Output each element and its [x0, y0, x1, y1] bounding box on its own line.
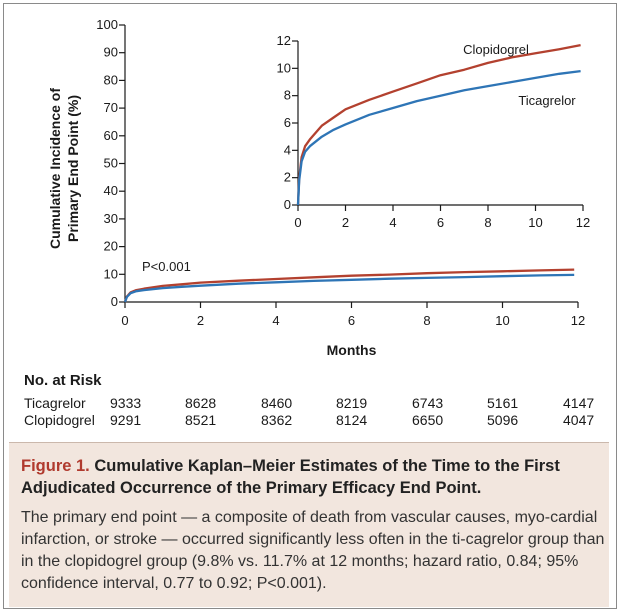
inset-y-tick-label: 4 [284, 142, 291, 157]
risk-row-label-clopidogrel: Clopidogrel [24, 412, 95, 428]
risk-value: 8362 [261, 412, 293, 428]
legend-label-ticagrelor: Ticagrelor [518, 93, 576, 108]
risk-value: 8460 [261, 395, 293, 411]
risk-value: 6650 [412, 412, 444, 428]
inset-series-line-ticagrelor [296, 69, 581, 206]
legend-label-clopidogrel: Clopidogrel [463, 42, 529, 57]
y-axis-title-line: Cumulative Incidence of [47, 88, 63, 249]
figure-frame: 0 10 20 30 40 50 60 70 80 90 100 0 2 4 6 8 10 12 Months Cum… [3, 3, 617, 609]
inset-x-tick-label: 6 [437, 215, 444, 230]
inset-y-tick-label: 6 [284, 115, 291, 130]
inset-x-tick-label: 2 [342, 215, 349, 230]
inset-series-line-clopidogrel [296, 43, 581, 206]
risk-value: 8219 [336, 395, 368, 411]
y-tick-label: 20 [104, 239, 118, 254]
risk-value: 8124 [336, 412, 368, 428]
x-tick-label: 0 [121, 313, 128, 328]
y-axis-title-line: Primary End Point (%) [65, 95, 81, 242]
y-tick-label: 40 [104, 183, 118, 198]
inset-x-tick-label: 8 [484, 215, 491, 230]
risk-value: 6743 [412, 395, 444, 411]
risk-row-label-ticagrelor: Ticagrelor [24, 395, 86, 411]
risk-table-title: No. at Risk [24, 372, 102, 389]
y-tick-label: 60 [104, 128, 118, 143]
caption-title-text: Cumulative Kaplan–Meier Estimates of the… [21, 457, 560, 497]
inset-y-tick-label: 2 [284, 170, 291, 185]
y-axis-title: Cumulative Incidence of Primary End Point… [47, 88, 81, 249]
risk-value: 8521 [185, 412, 217, 428]
x-tick-label: 2 [197, 313, 204, 328]
y-tick-label: 30 [104, 211, 118, 226]
x-tick-label: 10 [495, 313, 509, 328]
x-tick-label: 12 [571, 313, 585, 328]
risk-value: 4047 [563, 412, 595, 428]
risk-value: 9333 [110, 395, 142, 411]
y-tick-label: 50 [104, 156, 118, 171]
inset-x-tick-label: 10 [528, 215, 542, 230]
risk-value: 9291 [110, 412, 142, 428]
y-tick-label: 70 [104, 100, 118, 115]
y-tick-label: 10 [104, 266, 118, 281]
x-tick-label: 8 [423, 313, 430, 328]
x-axis-title: Months [327, 342, 377, 358]
x-tick-label: 4 [272, 313, 279, 328]
inset-x-tick-label: 12 [576, 215, 590, 230]
inset-background [250, 27, 597, 237]
inset-y-tick-label: 12 [277, 33, 291, 48]
risk-value: 5096 [487, 412, 519, 428]
inset-x-tick-label: 0 [294, 215, 301, 230]
y-tick-label: 100 [96, 17, 118, 32]
figure-label: Figure 1. [21, 457, 90, 475]
inset-y-tick-label: 10 [277, 60, 291, 75]
risk-value: 5161 [487, 395, 519, 411]
inset-y-tick-label: 0 [284, 197, 291, 212]
y-tick-label: 90 [104, 45, 118, 60]
figure-caption: Figure 1. Cumulative Kaplan–Meier Estima… [9, 442, 609, 607]
caption-title: Figure 1. Cumulative Kaplan–Meier Estima… [21, 455, 601, 499]
caption-body: The primary end point — a composite of d… [21, 509, 605, 592]
p-value-annotation: P<0.001 [142, 259, 191, 274]
series-line-ticagrelor [123, 273, 575, 303]
y-tick-label: 80 [104, 72, 118, 87]
risk-value: 8628 [185, 395, 217, 411]
x-tick-label: 6 [348, 313, 355, 328]
y-tick-label: 0 [111, 294, 118, 309]
inset-chart: 0 2 4 6 8 10 12 0 2 4 6 8 10 12 Clopidogrel Ticagrelor [250, 27, 597, 237]
inset-x-tick-label: 4 [389, 215, 396, 230]
risk-value: 4147 [563, 395, 595, 411]
inset-y-tick-label: 8 [284, 88, 291, 103]
